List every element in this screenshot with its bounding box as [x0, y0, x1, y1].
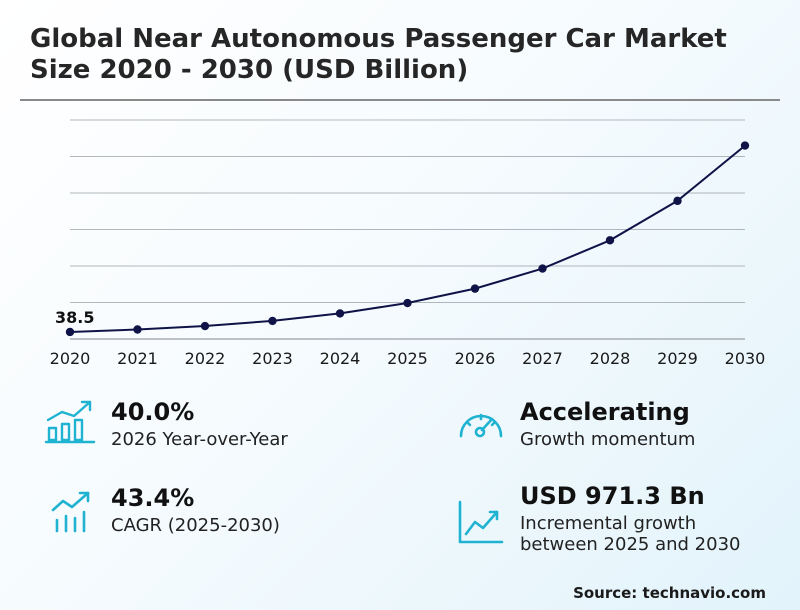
- source-credit: Source: technavio.com: [573, 584, 766, 602]
- line-graph-icon: [458, 500, 504, 544]
- stat-description: Incremental growth between 2025 and 2030: [520, 513, 741, 555]
- data-point-2026: [470, 284, 480, 293]
- x-tick-label: 2027: [522, 349, 563, 368]
- data-point-2020: [65, 327, 75, 337]
- data-point-2027: [538, 264, 547, 273]
- x-tick-label: 2023: [252, 349, 293, 368]
- stat-momentum: Accelerating Growth momentum: [520, 398, 695, 450]
- speedometer-icon: [459, 413, 503, 438]
- stat-yoy: 40.0% 2026 Year-over-Year: [111, 398, 288, 450]
- data-point-2024: [335, 309, 345, 318]
- stat-value: 40.0%: [111, 398, 195, 426]
- trend-up-bars-icon: [51, 491, 90, 533]
- stat-value: Accelerating: [520, 398, 690, 426]
- bar-chart-rising-icon: [44, 400, 96, 444]
- line-chart: 2020 2021 2022 2023 2024 2025 2026 2027 2028 2029…: [50, 119, 766, 368]
- x-tick-label: 2028: [590, 349, 631, 368]
- x-tick-label: 2025: [387, 349, 428, 368]
- data-point-2023: [268, 316, 277, 326]
- data-point-2021: [133, 325, 142, 334]
- x-tick-labels: 2020 2021 2022 2023 2024 2025 2026 2027 2028 2029…: [50, 349, 766, 368]
- title-divider: [20, 99, 780, 101]
- data-label: 38.5: [55, 308, 94, 327]
- data-labels: 38.5: [55, 308, 94, 327]
- data-point-2029: [673, 196, 682, 206]
- x-tick-label: 2020: [50, 349, 91, 368]
- stat-description: CAGR (2025-2030): [111, 515, 280, 536]
- x-tick-label: 2021: [117, 349, 158, 368]
- data-point-2028: [605, 236, 615, 245]
- x-tick-label: 2029: [657, 349, 698, 368]
- stat-value: USD 971.3 Bn: [520, 482, 705, 510]
- x-tick-label: 2030: [725, 349, 766, 368]
- x-tick-label: 2024: [320, 349, 361, 368]
- x-tick-label: 2022: [185, 349, 226, 368]
- gridlines: [70, 119, 745, 340]
- data-point-2030: [740, 141, 750, 150]
- stat-cagr: 43.4% CAGR (2025-2030): [111, 484, 280, 536]
- stat-description: 2026 Year-over-Year: [111, 429, 288, 450]
- stat-value: 43.4%: [111, 484, 195, 512]
- data-points: [65, 141, 750, 337]
- data-point-2025: [403, 298, 412, 308]
- data-point-2022: [200, 321, 210, 331]
- stat-incremental: USD 971.3 Bn Incremental growth between …: [520, 482, 740, 555]
- chart-title: Global Near Autonomous Passenger Car Mar…: [30, 24, 727, 85]
- stat-description: Growth momentum: [520, 429, 696, 450]
- x-tick-label: 2026: [455, 349, 496, 368]
